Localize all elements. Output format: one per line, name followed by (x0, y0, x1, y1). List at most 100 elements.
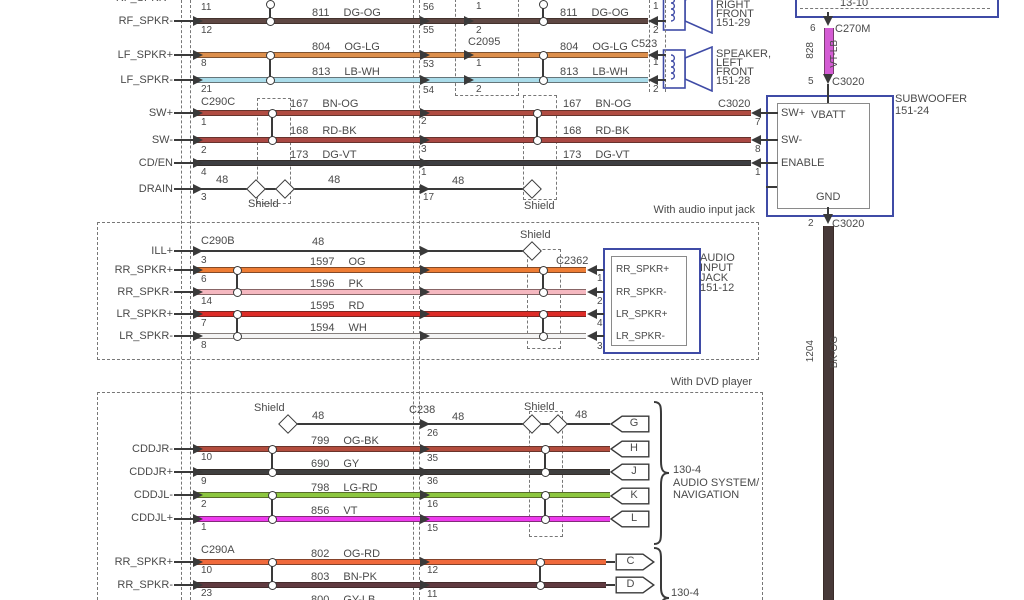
circuit-number: 811 (312, 7, 330, 19)
wire (174, 112, 194, 114)
wire-tag: G (610, 415, 650, 433)
connector-label: C3020 (832, 76, 865, 88)
connector-arrow-icon (823, 16, 833, 26)
wire-color-code: LB-WH (592, 66, 628, 78)
pin-label: 12 (427, 565, 439, 576)
pin-label: 17 (423, 192, 435, 203)
dashed-outline (527, 249, 561, 349)
connector-arrow-icon (420, 580, 430, 590)
wire (658, 20, 666, 22)
wire-color-code: GY (343, 458, 360, 470)
dashed-line (800, 8, 990, 9)
circuit-label: 48 (312, 236, 325, 248)
component-label: RIGHT (716, 0, 751, 11)
wire-color-code: OG-LG (344, 41, 380, 53)
wire (174, 335, 194, 337)
twisted-pair-icon (541, 468, 550, 477)
pin-label: 1 (597, 273, 603, 284)
connector-arrow-icon (420, 50, 430, 60)
twisted-pair-icon (233, 332, 242, 341)
twisted-pair-icon (533, 136, 542, 145)
wire-color-code: RD-BK (595, 125, 630, 137)
circuit-label: 1594 WH (310, 323, 367, 334)
component-label: JACK (700, 272, 729, 284)
circuit-label: 48 (452, 411, 465, 423)
connector-arrow-icon (464, 16, 474, 26)
connector-arrow-icon (420, 419, 430, 429)
circuit-label: 813 LB-WH (312, 67, 380, 78)
wire-color-code: BN-OG (595, 98, 632, 110)
wire-color-code: OG-LG (592, 41, 628, 53)
connector-arrow-icon (587, 331, 597, 341)
wire (197, 559, 606, 565)
pin-label: 1 (201, 117, 207, 128)
connector-arrow-icon (193, 265, 203, 275)
wire-tag-letter: J (631, 465, 637, 477)
label: CDDJR+ (129, 466, 173, 478)
component-pin-label: LR_SPKR+ (616, 309, 668, 320)
connector-arrow-icon (420, 444, 430, 454)
connector-arrow-icon (193, 287, 203, 297)
wire (766, 139, 778, 141)
wire (658, 54, 666, 56)
twisted-pair-icon (236, 270, 238, 292)
component-label: 151-24 (895, 105, 930, 117)
wire-tag-shape (615, 576, 655, 594)
wire (197, 582, 606, 588)
wire (265, 188, 276, 190)
circuit-number: 168 (290, 125, 309, 137)
label: CDDJR- (132, 443, 173, 455)
speaker-left-front-icon (662, 46, 713, 92)
pin-label: 21 (201, 84, 213, 95)
wire (197, 160, 751, 166)
wire-color-code: RD-BK (322, 125, 357, 137)
wire (197, 516, 610, 522)
pin-label: 8 (755, 144, 761, 155)
pin-label: 15 (427, 523, 439, 534)
circuit-label: 690 GY (311, 459, 359, 470)
component-pin-label: RR_SPKR- (616, 287, 667, 298)
label: ILL+ (151, 245, 173, 257)
twisted-pair-icon (269, 55, 271, 80)
connector-arrow-icon (823, 214, 833, 224)
connector-arrow-icon (193, 50, 203, 60)
connector-label: C290A (201, 544, 235, 556)
wire (823, 226, 834, 600)
connector-arrow-icon (648, 75, 658, 85)
wire (174, 20, 194, 22)
wire (606, 561, 615, 563)
circuit-number: 1595 (310, 300, 335, 312)
pin-label: 7 (755, 117, 761, 128)
pin-label: 11 (201, 2, 212, 13)
label: LF_SPKR+ (117, 49, 173, 61)
pin-label: 3 (201, 255, 207, 266)
connector-arrow-icon (823, 74, 833, 84)
brace-audio-system-2 (653, 547, 670, 600)
component-label: INPUT (700, 262, 733, 274)
connector-arrow-icon (587, 287, 597, 297)
circuit-number: 798 (311, 482, 330, 494)
circuit-label: 804 OG-LG (312, 42, 380, 53)
wire-tag-shape (610, 440, 650, 458)
component-label: SPEAKER, (716, 48, 772, 60)
circuit-number: 800 (311, 594, 330, 600)
wire (766, 186, 777, 188)
component-label: 151-28 (716, 75, 751, 87)
label: SW- (151, 134, 173, 146)
pin-label: 6 (201, 274, 207, 285)
twisted-pair-icon (268, 581, 277, 590)
pin-label: 23 (201, 588, 213, 599)
pin-label: 1 (476, 1, 482, 12)
pin-label: 54 (423, 85, 435, 96)
circuit-label: 1596 PK (310, 279, 363, 290)
wire (197, 250, 524, 252)
pin-label: 1 (476, 58, 482, 69)
component-label: AUDIO (700, 252, 735, 264)
component-label: FRONT (716, 66, 754, 78)
twisted-pair-icon (271, 113, 273, 140)
pin-label: 10 (201, 565, 213, 576)
twisted-pair-icon (539, 562, 541, 585)
pin-label: 3 (597, 341, 603, 352)
pin-label: 8 (201, 58, 207, 69)
circuit-label: 804 OG-LG (560, 42, 628, 53)
